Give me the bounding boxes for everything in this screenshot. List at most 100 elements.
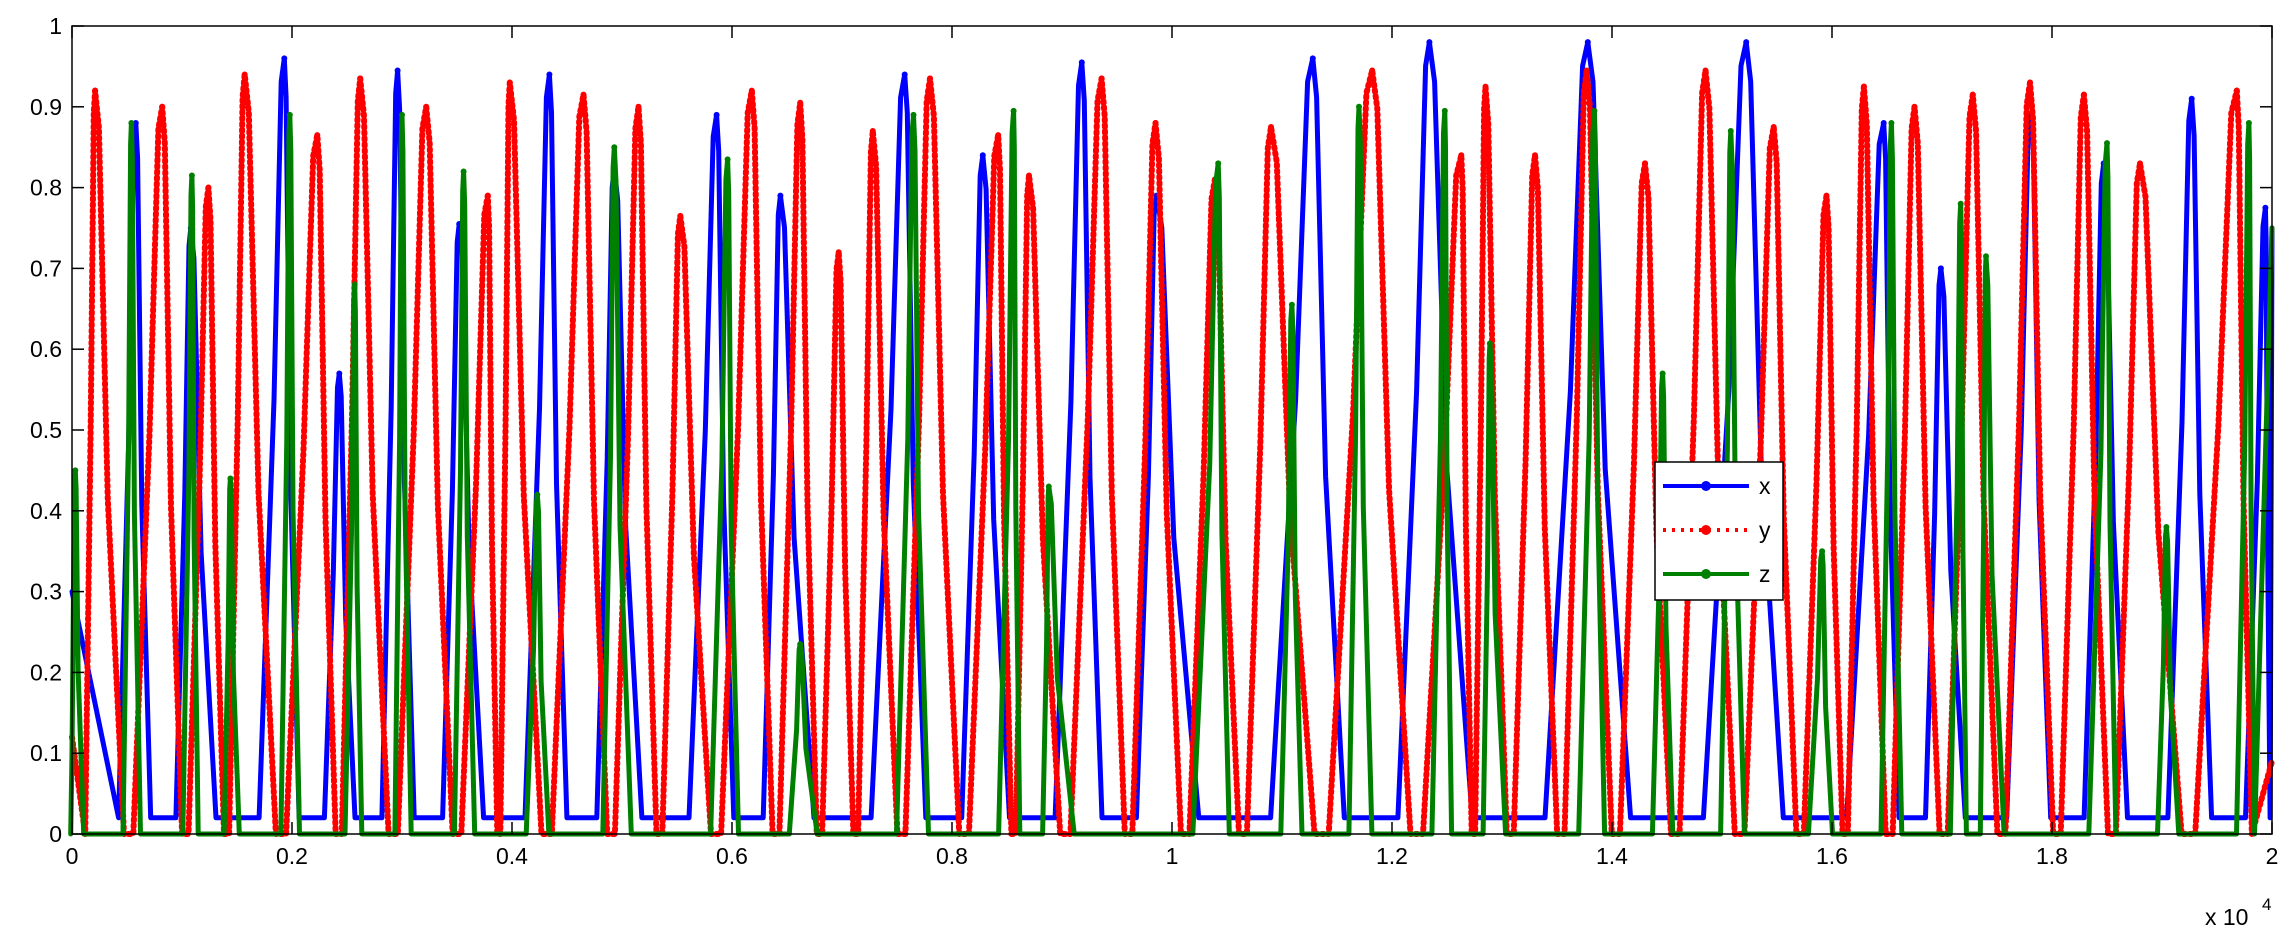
x-tick-label: 2 bbox=[2266, 843, 2279, 869]
series-point-y bbox=[1152, 119, 1159, 126]
y-tick-label: 0 bbox=[49, 821, 62, 847]
series-point-z bbox=[1045, 483, 1052, 490]
series-point-y bbox=[357, 75, 364, 82]
legend-label-y: y bbox=[1759, 517, 1771, 543]
series-point-x bbox=[1309, 55, 1316, 62]
x-tick-label: 0.2 bbox=[276, 843, 308, 869]
series-point-z bbox=[72, 467, 79, 474]
y-tick-label: 0.6 bbox=[30, 336, 62, 362]
series-point-y bbox=[748, 87, 755, 94]
series-point-z bbox=[1983, 253, 1989, 260]
series-point-z bbox=[2245, 119, 2252, 126]
series-point-y bbox=[92, 87, 99, 94]
series-point-y bbox=[1482, 83, 1489, 90]
series-point-y bbox=[423, 103, 430, 110]
series-point-y bbox=[2027, 79, 2033, 86]
x-tick-label: 1.6 bbox=[1816, 843, 1848, 869]
series-point-z bbox=[797, 641, 804, 648]
series-point-z bbox=[188, 172, 195, 179]
axis-tick-labels: 0 0.2 0.4 0.6 0.8 1 1.2 1.4 1.6 1.8 2 0 0.1 0.2 0.3 0.4… bbox=[30, 13, 2278, 869]
series-point-y bbox=[1823, 192, 1830, 199]
series-point-y bbox=[995, 132, 1002, 139]
series-point-y bbox=[1098, 75, 1105, 82]
x-tick-label: 0.4 bbox=[496, 843, 528, 869]
series-point-x bbox=[1426, 39, 1433, 46]
series-point-y bbox=[159, 103, 166, 110]
series-point-z bbox=[351, 281, 358, 288]
series-point-z bbox=[1441, 107, 1448, 114]
series-point-y bbox=[506, 79, 513, 86]
series-point-z bbox=[1486, 340, 1493, 347]
series-point-x bbox=[1937, 265, 1944, 272]
series-point-y bbox=[2080, 91, 2087, 98]
series-point-x bbox=[336, 370, 343, 377]
series-point-y bbox=[1702, 67, 1709, 74]
series-point-y bbox=[835, 249, 842, 256]
series-point-x bbox=[546, 71, 553, 78]
series-point-y bbox=[1642, 160, 1648, 167]
series-point-y bbox=[1026, 172, 1032, 179]
series-point-y bbox=[1532, 152, 1538, 159]
y-tick-label: 1 bbox=[49, 13, 62, 39]
series-point-z bbox=[534, 491, 541, 498]
series-point-z bbox=[460, 168, 467, 175]
series-point-y bbox=[2137, 160, 2143, 167]
series-point-y bbox=[1770, 124, 1777, 130]
legend: xyz bbox=[1654, 461, 1784, 601]
series-point-z bbox=[910, 111, 917, 118]
series-point-y bbox=[2233, 87, 2240, 94]
series-point-y bbox=[677, 212, 684, 219]
series-point-x bbox=[1743, 39, 1750, 46]
series-point-z bbox=[2163, 523, 2170, 530]
x-axis-multiplier: x 10 4 bbox=[2205, 895, 2271, 930]
series-point-y bbox=[1860, 83, 1867, 90]
series-point-y bbox=[1583, 67, 1590, 74]
x-tick-label: 1.8 bbox=[2036, 843, 2068, 869]
x-tick-label: 0 bbox=[66, 843, 79, 869]
series-point-z bbox=[1727, 128, 1734, 135]
series-point-x bbox=[2262, 204, 2269, 211]
series-point-y bbox=[1268, 124, 1274, 130]
series-point-z bbox=[1957, 200, 1964, 207]
series-point-x bbox=[777, 192, 784, 199]
axis-ticks bbox=[71, 25, 2273, 835]
y-tick-label: 0.3 bbox=[30, 579, 62, 605]
series-point-z bbox=[286, 111, 293, 118]
series-point-x bbox=[1078, 59, 1085, 66]
series-point-x bbox=[1584, 39, 1591, 46]
y-tick-label: 0.7 bbox=[30, 255, 62, 281]
series-point-z bbox=[1288, 301, 1295, 308]
series-point-x bbox=[1880, 119, 1887, 126]
series-point-z bbox=[1010, 107, 1017, 114]
series-point-x bbox=[979, 152, 986, 159]
legend-label-x: x bbox=[1759, 473, 1771, 499]
series-point-z bbox=[611, 144, 618, 151]
y-tick-label: 0.9 bbox=[30, 94, 62, 120]
x-tick-label: 1 bbox=[1166, 843, 1179, 869]
x-multiplier-base: x 10 bbox=[2205, 904, 2248, 930]
series-point-z bbox=[1591, 107, 1598, 114]
series-point-y bbox=[314, 132, 321, 139]
legend-marker-z bbox=[1701, 569, 1711, 579]
series-point-x bbox=[2188, 95, 2195, 102]
series-point-y bbox=[205, 184, 212, 191]
series-point-y bbox=[927, 75, 933, 82]
series-point-y bbox=[1369, 67, 1376, 74]
series-point-x bbox=[901, 71, 908, 78]
series-point-x bbox=[713, 111, 720, 118]
series-point-x bbox=[394, 67, 401, 74]
series-point-y bbox=[1911, 103, 1918, 110]
y-tick-label: 0.1 bbox=[30, 740, 62, 766]
series-point-z bbox=[399, 111, 405, 118]
y-tick-label: 0.8 bbox=[30, 175, 62, 201]
series-point-y bbox=[484, 192, 491, 199]
series-point-z bbox=[1356, 103, 1362, 110]
series-point-z bbox=[1888, 119, 1895, 126]
series-point-y bbox=[869, 128, 876, 135]
series-point-y bbox=[1458, 152, 1465, 159]
x-tick-label: 1.4 bbox=[1596, 843, 1628, 869]
legend-marker-x bbox=[1701, 481, 1711, 491]
x-tick-label: 0.8 bbox=[936, 843, 968, 869]
legend-marker-y bbox=[1701, 525, 1711, 535]
